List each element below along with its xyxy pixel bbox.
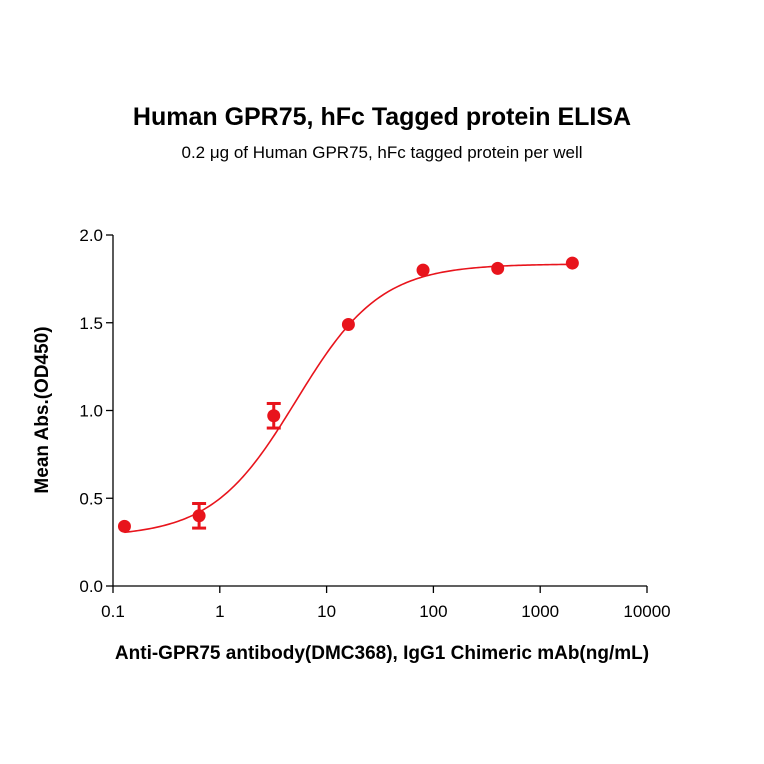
data-points-layer xyxy=(117,256,579,533)
x-tick-label: 1 xyxy=(215,602,224,621)
y-tick-label: 1.0 xyxy=(79,402,103,421)
data-point xyxy=(491,261,505,275)
fit-curve-layer xyxy=(124,263,573,534)
axes: 0.1 1 10 100 1000 10000 0.0 0.5 1.0 1.5 2.0 xyxy=(79,226,670,621)
chart-subtitle: 0.2 μg of Human GPR75, hFc tagged protei… xyxy=(181,143,582,162)
data-point xyxy=(117,519,131,533)
x-tick-label: 100 xyxy=(419,602,447,621)
y-tick-label: 2.0 xyxy=(79,226,103,245)
data-point xyxy=(192,509,206,523)
chart-title: Human GPR75, hFc Tagged protein ELISA xyxy=(133,103,631,131)
data-point xyxy=(341,318,355,332)
data-point xyxy=(565,256,579,270)
x-axis-label: Anti-GPR75 antibody(DMC368), IgG1 Chimer… xyxy=(115,643,649,664)
x-tick-label: 10 xyxy=(317,602,336,621)
y-tick-label: 1.5 xyxy=(79,314,103,333)
y-tick-label: 0.5 xyxy=(79,489,103,508)
data-point xyxy=(267,409,281,423)
x-tick-label: 1000 xyxy=(521,602,559,621)
fit-curve xyxy=(124,263,573,534)
y-axis-label: Mean Abs.(OD450) xyxy=(32,326,53,493)
x-tick-label: 10000 xyxy=(623,602,670,621)
x-tick-label: 0.1 xyxy=(101,602,125,621)
y-tick-label: 0.0 xyxy=(79,577,103,596)
data-point xyxy=(416,263,430,277)
